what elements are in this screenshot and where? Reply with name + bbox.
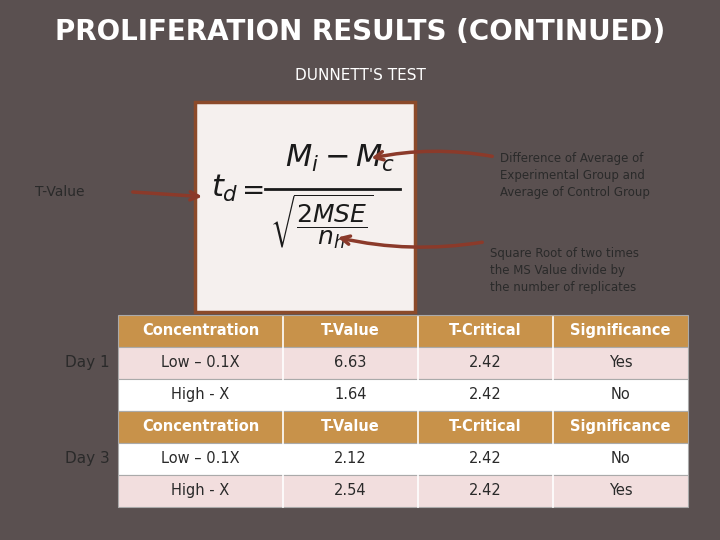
Bar (118, 411, 688, 443)
Text: Low – 0.1X: Low – 0.1X (161, 451, 240, 467)
Text: T-Critical: T-Critical (449, 323, 522, 338)
Text: PROLIFERATION RESULTS (CONTINUED): PROLIFERATION RESULTS (CONTINUED) (55, 18, 665, 46)
Text: $t_d$: $t_d$ (211, 173, 239, 204)
Text: $=$: $=$ (236, 175, 264, 203)
Text: Yes: Yes (608, 355, 632, 370)
Text: High - X: High - X (171, 387, 230, 402)
Text: 2.42: 2.42 (469, 451, 502, 467)
Text: T-Critical: T-Critical (449, 419, 522, 434)
Text: 6.63: 6.63 (334, 355, 366, 370)
Text: T-Value: T-Value (35, 185, 84, 199)
Text: High - X: High - X (171, 483, 230, 498)
Text: T-Value: T-Value (321, 419, 380, 434)
Bar (118, 315, 688, 347)
Text: DUNNETT'S TEST: DUNNETT'S TEST (294, 68, 426, 83)
Bar (118, 443, 688, 475)
Text: Significance: Significance (570, 419, 671, 434)
Bar (118, 379, 688, 411)
Text: $M_i - M_c$: $M_i - M_c$ (285, 143, 396, 174)
Text: 2.54: 2.54 (334, 483, 366, 498)
Bar (118, 347, 688, 379)
Text: 2.42: 2.42 (469, 355, 502, 370)
Text: T-Value: T-Value (321, 323, 380, 338)
Text: Day 1: Day 1 (66, 355, 110, 370)
Text: 2.42: 2.42 (469, 387, 502, 402)
Text: Difference of Average of
Experimental Group and
Average of Control Group: Difference of Average of Experimental Gr… (500, 152, 650, 199)
Text: Square Root of two times
the MS Value divide by
the number of replicates: Square Root of two times the MS Value di… (490, 247, 639, 294)
Text: Concentration: Concentration (142, 323, 259, 338)
Text: Day 3: Day 3 (66, 451, 110, 467)
Text: No: No (611, 387, 631, 402)
Text: Yes: Yes (608, 483, 632, 498)
Text: Concentration: Concentration (142, 419, 259, 434)
Bar (118, 475, 688, 507)
Text: 1.64: 1.64 (334, 387, 366, 402)
Text: No: No (611, 451, 631, 467)
Text: 2.12: 2.12 (334, 451, 367, 467)
Text: Low – 0.1X: Low – 0.1X (161, 355, 240, 370)
Text: Significance: Significance (570, 323, 671, 338)
FancyBboxPatch shape (195, 102, 415, 312)
Text: $\sqrt{\dfrac{2MSE}{n_h}}$: $\sqrt{\dfrac{2MSE}{n_h}}$ (270, 192, 374, 251)
Text: 2.42: 2.42 (469, 483, 502, 498)
